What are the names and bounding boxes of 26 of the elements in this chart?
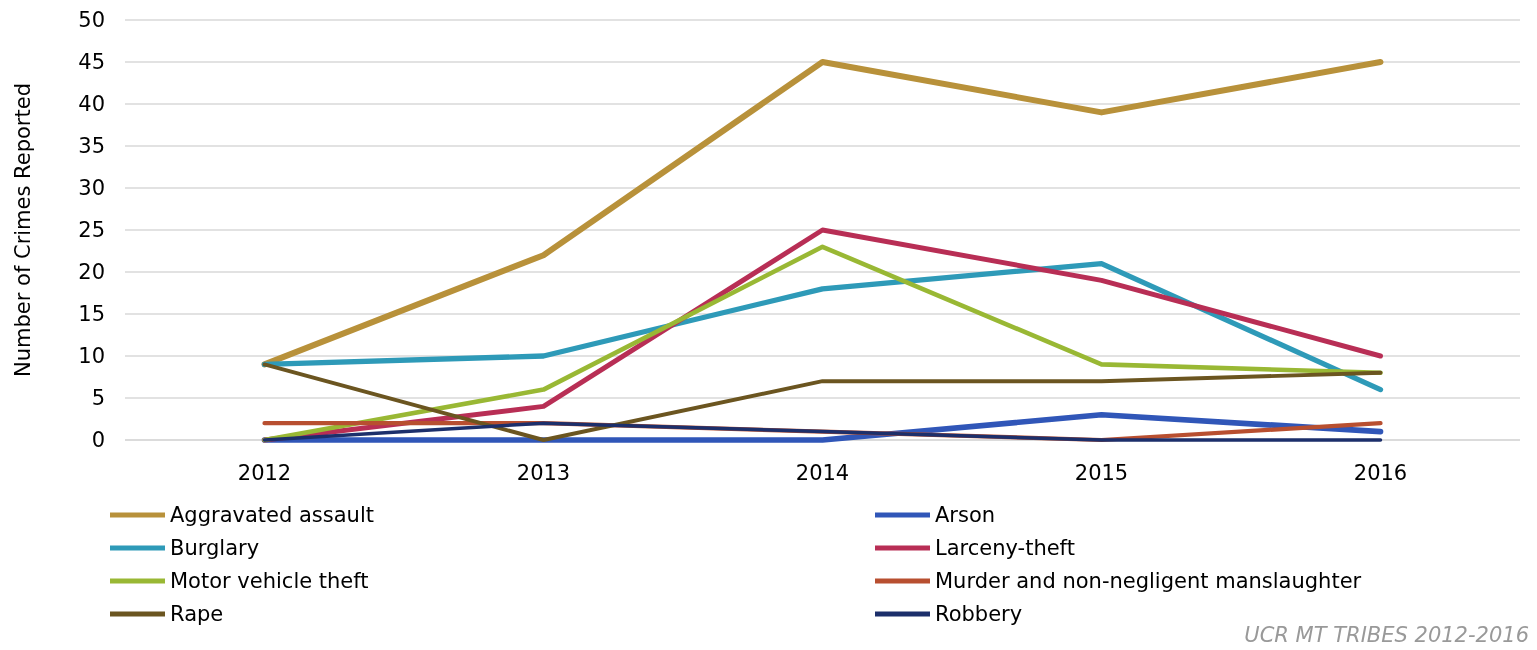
y-tick-label: 20 — [78, 260, 105, 285]
legend-label: Aggravated assault — [170, 503, 374, 528]
legend-label: Rape — [170, 602, 224, 627]
y-tick-label: 5 — [91, 386, 105, 411]
legend-label: Murder and non-negligent manslaughter — [935, 569, 1362, 594]
legend-label: Larceny-theft — [935, 536, 1075, 561]
y-tick-label: 45 — [78, 50, 105, 75]
legend-label: Arson — [935, 503, 996, 528]
y-axis-title: Number of Crimes Reported — [11, 83, 35, 377]
text: UCR MT TRIBES 2012-2016 — [1244, 623, 1529, 647]
y-tick-label: 10 — [78, 344, 105, 369]
x-tick-label: 2014 — [795, 461, 850, 485]
legend-label: Motor vehicle theft — [170, 569, 369, 594]
y-tick-label: 0 — [91, 428, 105, 453]
y-tick-label: 30 — [78, 176, 105, 201]
y-tick-label: 35 — [78, 134, 105, 159]
y-tick-label: 25 — [78, 218, 105, 243]
y-tick-label: 50 — [78, 8, 105, 33]
legend-label: Burglary — [170, 536, 260, 561]
x-tick-label: 2013 — [516, 461, 571, 485]
x-tick-label: 2012 — [237, 461, 292, 485]
y-tick-label: 15 — [78, 302, 105, 327]
x-tick-label: 2016 — [1353, 461, 1408, 485]
y-tick-label: 40 — [78, 92, 105, 117]
legend-label: Robbery — [935, 602, 1023, 627]
x-tick-label: 2015 — [1074, 461, 1129, 485]
